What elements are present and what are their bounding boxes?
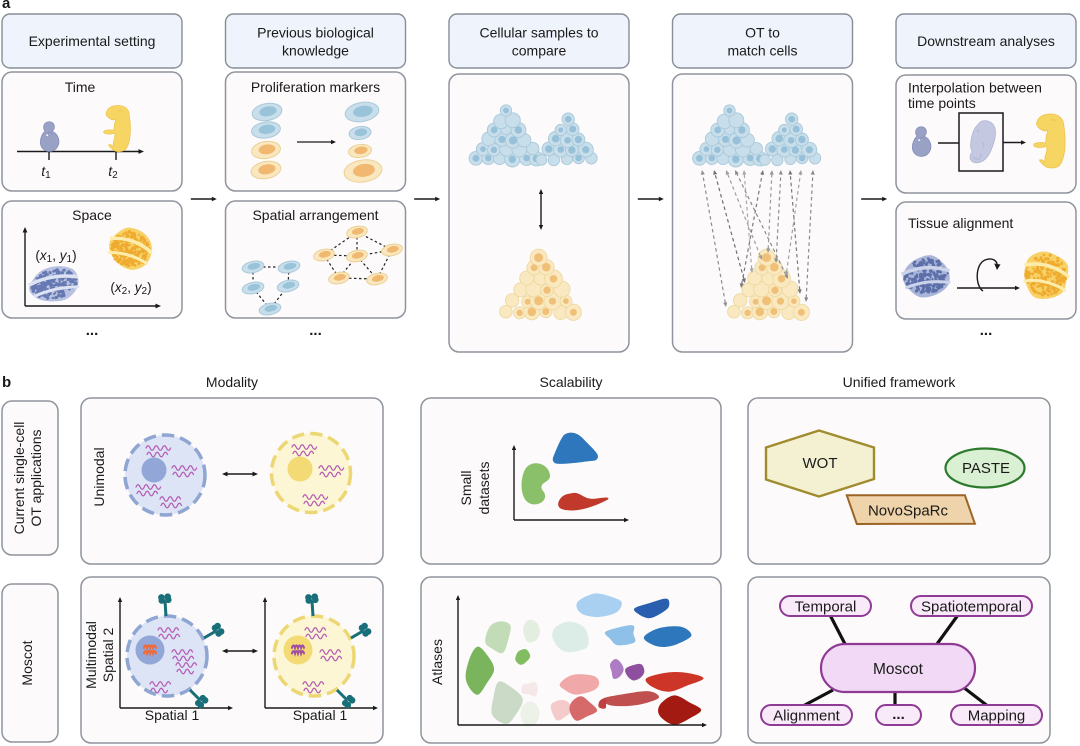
svg-text:Unimodal: Unimodal [91,447,107,506]
svg-text:Spatial arrangement: Spatial arrangement [252,207,378,223]
svg-text:compare: compare [512,43,567,59]
svg-text:match cells: match cells [727,43,797,59]
svg-text:Previous biological: Previous biological [257,25,374,41]
svg-text:Spatiotemporal: Spatiotemporal [921,599,1022,616]
svg-text:Temporal: Temporal [795,599,857,616]
svg-text:t2: t2 [108,163,118,181]
svg-text:Space: Space [72,207,112,223]
svg-text:...: ... [309,322,322,339]
svg-text:time points: time points [908,95,976,111]
svg-text:Time: Time [65,79,96,95]
svg-text:Atlases: Atlases [429,639,445,685]
svg-text:Spatial 1: Spatial 1 [293,707,348,723]
svg-text:OT to: OT to [745,25,780,41]
svg-text:Proliferation markers: Proliferation markers [251,79,380,95]
svg-text:MultimodalSpatial 2: MultimodalSpatial 2 [83,621,116,689]
svg-text:(x1, y1): (x1, y1) [35,248,76,265]
svg-text:...: ... [892,706,905,723]
svg-text:...: ... [86,322,99,339]
svg-text:Scalability: Scalability [539,374,602,390]
svg-text:Mapping: Mapping [968,708,1026,725]
svg-text:knowledge: knowledge [282,43,349,59]
svg-text:Downstream analyses: Downstream analyses [917,33,1055,49]
svg-text:Moscot: Moscot [873,661,924,678]
svg-text:t1: t1 [41,163,51,181]
svg-text:Alignment: Alignment [773,708,841,725]
svg-text:WOT: WOT [803,455,838,472]
svg-text:Moscot: Moscot [19,640,35,685]
svg-text:b: b [2,374,11,391]
svg-text:Current single-cellOT applicat: Current single-cellOT applications [11,422,44,535]
svg-text:Experimental setting: Experimental setting [29,33,156,49]
svg-text:...: ... [980,322,993,339]
svg-text:Modality: Modality [206,374,258,390]
svg-text:Interpolation between: Interpolation between [908,80,1042,96]
svg-text:(x2, y2): (x2, y2) [110,280,151,297]
svg-text:a: a [2,0,11,12]
svg-text:PASTE: PASTE [962,460,1010,477]
svg-text:Cellular samples to: Cellular samples to [479,25,598,41]
svg-text:NovoSpaRc: NovoSpaRc [868,503,949,520]
svg-text:Unified framework: Unified framework [843,374,957,390]
svg-text:Tissue alignment: Tissue alignment [908,215,1013,231]
svg-text:Spatial 1: Spatial 1 [145,707,200,723]
